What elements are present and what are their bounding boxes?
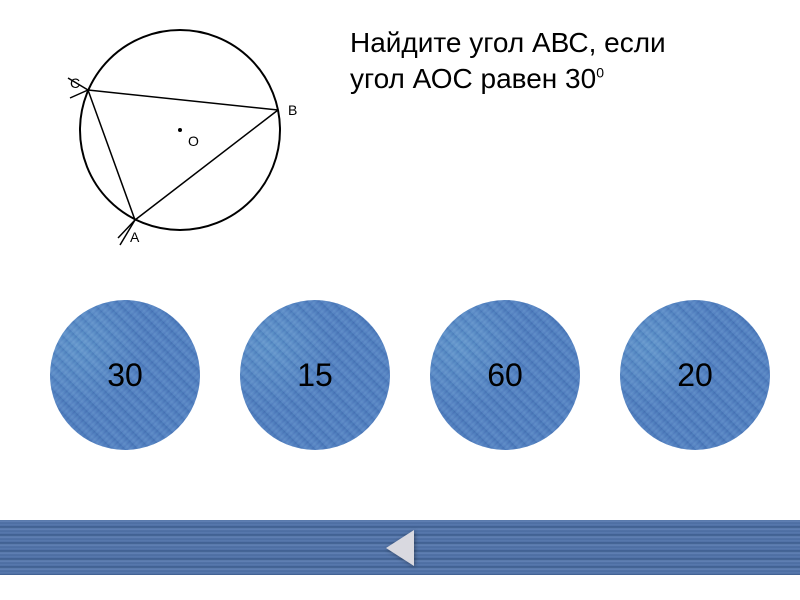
label-o: О [188,133,199,149]
geometry-diagram: О А В С [50,20,330,275]
question-line2-prefix: угол АОС равен [350,63,565,94]
answer-value-2: 15 [297,357,333,394]
answer-option-1[interactable]: 30 [50,300,200,450]
label-b: В [288,102,297,118]
answer-option-2[interactable]: 15 [240,300,390,450]
question-line1: Найдите угол АВС, если [350,27,666,58]
answer-option-4[interactable]: 20 [620,300,770,450]
chord-cb [88,90,278,110]
answer-value-3: 60 [487,357,523,394]
question-angle-value: 30 [565,63,596,94]
answer-option-3[interactable]: 60 [430,300,580,450]
center-point-dot [178,128,182,132]
degree-symbol: 0 [596,65,604,81]
chord-ab [135,110,278,220]
answer-options-row: 30 15 60 20 [50,300,770,450]
circle-diagram-svg: О А В С [50,20,330,270]
bottom-nav-bar [0,520,800,575]
chord-ca [88,90,135,220]
question-text: Найдите угол АВС, если угол АОС равен 30… [350,25,666,98]
label-c: С [70,75,80,91]
label-a: А [130,229,140,245]
answer-value-1: 30 [107,357,143,394]
answer-value-4: 20 [677,357,713,394]
back-arrow-icon[interactable] [386,530,414,566]
